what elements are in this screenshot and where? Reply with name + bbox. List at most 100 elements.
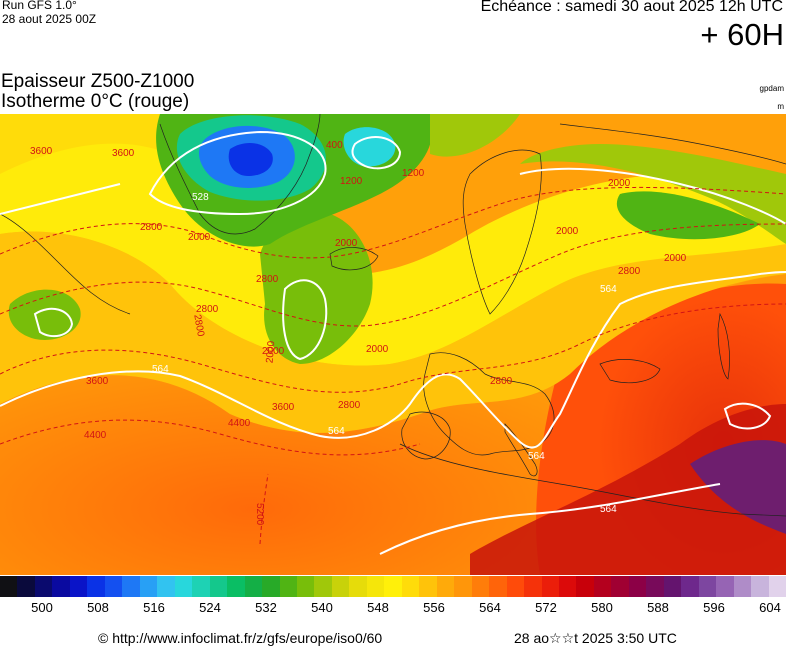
field-very-hot — [690, 440, 786, 534]
colorbar-swatch — [559, 576, 577, 597]
colorbar-tick-label: 580 — [591, 600, 613, 615]
colorbar-swatch — [104, 576, 123, 597]
colorbar-tick-label: 556 — [423, 600, 445, 615]
iso-label-12: 2000 — [262, 346, 285, 357]
colorbar-swatch — [524, 576, 542, 597]
iso-label-20: 5200 — [254, 503, 265, 526]
iso-label-17: 3600 — [272, 402, 295, 413]
colorbar-swatch — [384, 576, 402, 597]
colorbar-swatch — [331, 576, 350, 597]
contour-528-greenland — [148, 130, 327, 216]
colorbar-swatch — [681, 576, 699, 597]
colorbar-tick-label: 516 — [143, 600, 165, 615]
iso-label-24: 3600 — [30, 146, 53, 157]
colorbar-swatch — [506, 576, 525, 597]
colorbar-swatch — [296, 576, 315, 597]
iso-label-11: 2800 — [196, 304, 219, 315]
field-cold-center — [228, 142, 273, 176]
iso-label-14: 2800 — [490, 376, 513, 387]
isotherm-contours — [0, 186, 786, 545]
coast-black-sea — [599, 359, 661, 383]
coast-africa — [399, 443, 786, 517]
contour-atlantic-loop — [282, 279, 328, 361]
contour-west-loop — [33, 307, 74, 338]
iso-label-2: 2800 — [140, 222, 163, 233]
contour-north-atlantic — [0, 183, 121, 215]
label-564-center: 564 — [328, 426, 345, 437]
colorbar-swatch — [69, 576, 88, 597]
map-title: Epaisseur Z500-Z1000 — [1, 71, 195, 92]
colorbar-tick-label: 532 — [255, 600, 277, 615]
colorbar-swatch — [192, 576, 210, 597]
iso-label-0: 3600 — [112, 148, 135, 159]
colorbar-tick-label: 548 — [367, 600, 389, 615]
label-564-east: 564 — [600, 284, 617, 295]
colorbar-swatch — [314, 576, 332, 597]
colorbar-tick-label: 540 — [311, 600, 333, 615]
iso-0-4 — [0, 419, 421, 456]
contour-russia — [519, 167, 786, 225]
contour-564-loop — [723, 402, 772, 430]
colorbar-swatch — [244, 576, 263, 597]
generated-time: 28 ao☆☆t 2025 3:50 UTC — [514, 630, 677, 646]
iso-label-1: 1200 — [340, 176, 363, 187]
forecast-time: Echéance : samedi 30 aout 2025 12h UTC — [480, 0, 783, 15]
colorbar-swatch — [611, 576, 629, 597]
label-564-africa: 564 — [600, 504, 617, 515]
colorbar-swatch — [122, 576, 140, 597]
colorbar-tick-label: 564 — [479, 600, 501, 615]
field-green-russia-core — [616, 191, 760, 240]
iso-0-5 — [259, 473, 269, 545]
iso-label-9: 2800 — [618, 266, 641, 277]
field-yellow-west — [0, 114, 170, 174]
colorbar-tick-label: 572 — [535, 600, 557, 615]
colorbar-swatch — [576, 576, 594, 597]
coast-greenland — [159, 114, 321, 235]
coast-labrador — [0, 213, 131, 315]
map-subtitle: Isotherme 0°C (rouge) — [1, 91, 190, 112]
coast-russia-north — [559, 123, 786, 165]
colorbar-swatch — [489, 576, 507, 597]
iso-label-6: 2000 — [556, 226, 579, 237]
source-credit: © http://www.infoclimat.fr/z/gfs/europe/… — [98, 630, 383, 646]
colorbar-swatch — [419, 576, 437, 597]
colorbar — [0, 576, 786, 597]
colorbar-swatch — [663, 576, 682, 597]
colorbar-swatch — [227, 576, 245, 597]
colorbar-swatch — [646, 576, 664, 597]
colorbar-swatch — [768, 576, 786, 597]
colorbar-swatch — [733, 576, 752, 597]
colorbar-swatch — [87, 576, 105, 597]
colorbar-tick-label: 604 — [759, 600, 781, 615]
iso-label-16: 2800 — [338, 400, 361, 411]
field-green-atlantic — [260, 211, 373, 364]
label-528: 528 — [192, 192, 209, 203]
colorbar-tick-label: 588 — [647, 600, 669, 615]
coast-iberia — [401, 411, 451, 460]
contour-564-main — [0, 271, 786, 449]
colorbar-swatch — [628, 576, 647, 597]
coast-scandinavia — [462, 149, 542, 315]
iso-label-15: 3600 — [86, 376, 109, 387]
iso-label-22: 2000 — [264, 340, 277, 364]
thickness-labels: 528 564 564 564 564 564 — [152, 192, 617, 515]
iso-label-18: 4400 — [228, 418, 251, 429]
iso-label-23: 400 — [326, 140, 343, 151]
iso-label-13: 2000 — [366, 344, 389, 355]
iso-label-21: 2800 — [191, 314, 206, 338]
thickness-contours — [0, 130, 786, 555]
colorbar-swatch — [52, 576, 70, 597]
colorbar-swatch — [366, 576, 385, 597]
colorbar-swatch — [593, 576, 612, 597]
field-hot-southeast — [470, 404, 786, 575]
field-green-west — [8, 289, 81, 340]
colorbar-tick-label: 500 — [31, 600, 53, 615]
isotherm-labels: 3600 1200 2800 2000 2000 1200 2000 2000 … — [30, 140, 687, 526]
coast-caspian — [717, 312, 730, 380]
colorbar-swatch — [17, 576, 35, 597]
colorbar-swatch — [279, 576, 297, 597]
colorbar-swatch — [698, 576, 717, 597]
colorbar-swatch — [174, 576, 193, 597]
colorbar-swatch — [471, 576, 490, 597]
field-green-scandinavia — [430, 114, 520, 157]
